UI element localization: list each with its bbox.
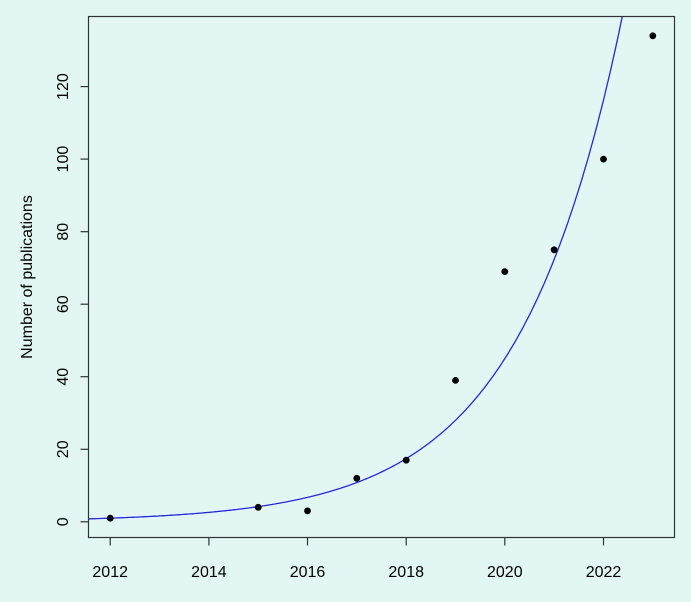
y-tick-label: 80 [55, 223, 72, 241]
y-tick-label: 40 [55, 368, 72, 386]
x-tick-label: 2012 [92, 564, 128, 581]
y-tick-label: 100 [55, 146, 72, 173]
data-point [304, 507, 311, 515]
data-point [106, 514, 114, 522]
data-point [649, 32, 657, 40]
data-point [353, 474, 361, 482]
fit-curve [88, 16, 623, 520]
x-tick-label: 2014 [191, 564, 227, 581]
y-tick-label: 120 [55, 73, 72, 100]
data-point [452, 377, 459, 384]
y-axis-title: Number of publications [19, 195, 36, 359]
y-tick-label: 60 [55, 295, 72, 313]
x-tick-label: 2016 [290, 564, 326, 581]
data-point [402, 456, 410, 464]
data-point [600, 155, 607, 163]
data-point [501, 268, 509, 275]
x-tick-label: 2018 [388, 564, 424, 581]
data-point [550, 246, 558, 254]
y-tick-label: 0 [55, 517, 72, 526]
y-tick-label: 20 [55, 440, 72, 458]
x-tick-label: 2020 [487, 564, 523, 581]
x-tick-label: 2022 [586, 564, 622, 581]
data-point [254, 503, 262, 511]
plot-border [87, 15, 676, 539]
